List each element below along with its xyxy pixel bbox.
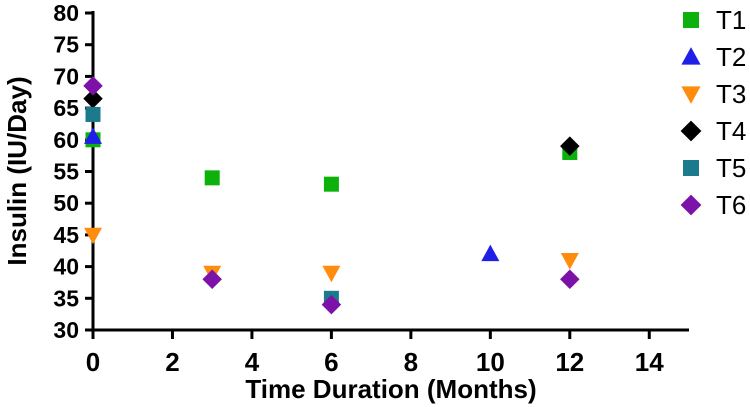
- x-tick-label-14: 14: [635, 347, 664, 377]
- marker-T6-0m: [83, 76, 103, 96]
- legend-label-T2: T2: [716, 42, 746, 72]
- x-tick-label-4: 4: [245, 347, 260, 377]
- y-tick-label-30: 30: [53, 317, 79, 343]
- legend-marker-T5: [683, 160, 699, 176]
- legend-label-T6: T6: [716, 190, 746, 220]
- x-tick-label-8: 8: [404, 347, 418, 377]
- x-tick-label-6: 6: [324, 347, 338, 377]
- x-tick-label-10: 10: [476, 347, 505, 377]
- marker-T1-6m: [323, 176, 339, 192]
- y-axis-title: Insulin (IU/Day): [2, 76, 32, 265]
- marker-T5-0m: [85, 106, 101, 122]
- legend-label-T1: T1: [716, 5, 746, 35]
- y-tick-label-70: 70: [53, 63, 79, 89]
- marker-T3-12m: [560, 253, 579, 270]
- legend-marker-T6: [680, 194, 702, 216]
- y-tick-label-50: 50: [53, 190, 79, 216]
- y-tick-label-40: 40: [53, 254, 79, 280]
- legend-item-T3: T3: [681, 79, 746, 109]
- x-tick-label-2: 2: [165, 347, 179, 377]
- marker-T4-0m: [83, 88, 103, 109]
- x-tick-label-0: 0: [86, 347, 100, 377]
- marker-T6-6m: [321, 294, 342, 315]
- marker-T6-3m: [202, 269, 222, 290]
- marker-T3-6m: [322, 265, 341, 283]
- y-tick-label-80: 80: [53, 0, 79, 26]
- legend-marker-T3: [681, 86, 701, 104]
- x-axis-title: Time Duration (Months): [245, 374, 536, 404]
- y-tick-label-60: 60: [53, 127, 79, 153]
- x-tick-label-12: 12: [555, 347, 584, 377]
- marker-T6-12m: [560, 269, 580, 290]
- marker-T4-12m: [560, 136, 580, 156]
- legend-item-T5: T5: [683, 153, 746, 183]
- marker-T2-10m: [481, 244, 500, 262]
- legend-marker-T4: [680, 120, 702, 142]
- legend-label-T5: T5: [716, 153, 746, 183]
- legend-label-T4: T4: [716, 116, 746, 146]
- legend-label-T3: T3: [716, 79, 746, 109]
- legend-item-T6: T6: [680, 190, 746, 220]
- legend-item-T2: T2: [681, 42, 746, 72]
- y-tick-label-65: 65: [53, 95, 79, 121]
- y-tick-label-35: 35: [53, 285, 79, 311]
- y-tick-label-75: 75: [53, 32, 79, 58]
- marker-T1-3m: [204, 170, 220, 186]
- legend-item-T4: T4: [680, 116, 746, 146]
- y-tick-label-55: 55: [53, 159, 79, 185]
- legend: T1 T2 T3 T4 T5 T6: [680, 5, 746, 220]
- legend-item-T1: T1: [683, 5, 746, 35]
- legend-marker-T1: [683, 12, 699, 28]
- legend-marker-T2: [681, 47, 701, 65]
- marker-T2-0m: [84, 127, 102, 144]
- y-tick-label-45: 45: [53, 222, 79, 248]
- marker-T3-0m: [84, 227, 102, 245]
